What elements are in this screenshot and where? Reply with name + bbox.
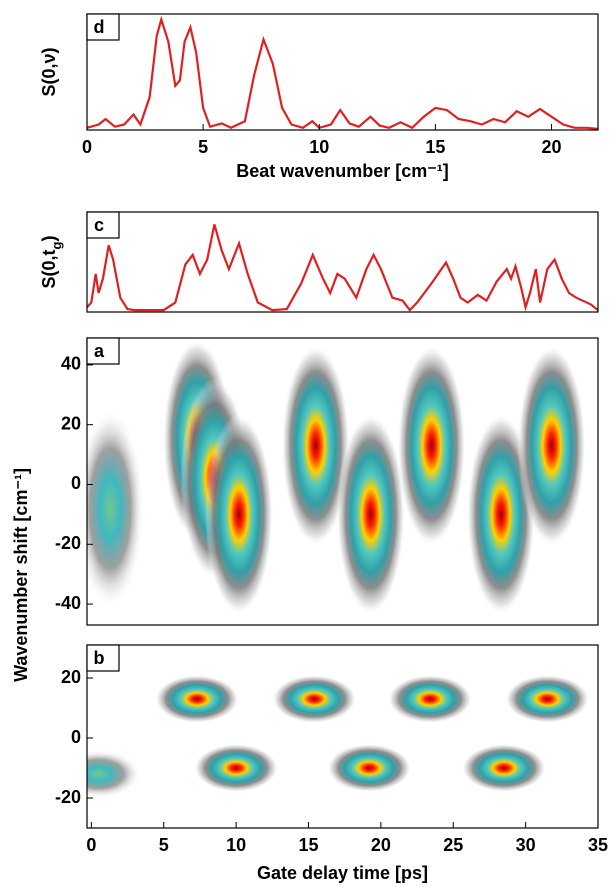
y-axis-label-part: g xyxy=(49,241,64,249)
y-tick-label: -20 xyxy=(55,787,81,807)
panel-label: a xyxy=(94,341,105,361)
heat-blob xyxy=(155,675,240,723)
plot-area xyxy=(87,15,598,130)
y-axis-label-part: ) xyxy=(39,236,59,242)
plot-area xyxy=(87,224,598,312)
heat-blob xyxy=(281,345,350,546)
x-tick-label: 35 xyxy=(588,835,608,855)
y-tick-label: 0 xyxy=(71,727,81,747)
x-axis-label: Gate delay time [ps] xyxy=(257,863,428,883)
panel-label: d xyxy=(94,17,105,37)
heat-blob xyxy=(204,414,273,615)
panel-label: c xyxy=(94,215,104,235)
heat-blob xyxy=(467,414,536,615)
heat-blob xyxy=(505,675,590,723)
panel-label-box xyxy=(86,211,120,239)
y-tick-label: 20 xyxy=(61,413,81,433)
panel-label-box xyxy=(86,13,120,41)
y-tick-label: 20 xyxy=(61,667,81,687)
x-tick-label: 15 xyxy=(425,137,445,157)
heat-blob xyxy=(336,414,405,615)
x-tick-label: 0 xyxy=(82,137,92,157)
x-tick-label: 15 xyxy=(298,835,318,855)
y-tick-label: -40 xyxy=(55,593,81,613)
y-tick-label: -20 xyxy=(55,533,81,553)
panel-label-box xyxy=(86,644,120,672)
data-line xyxy=(87,224,598,312)
heat-blob xyxy=(87,408,145,609)
x-tick-label: 25 xyxy=(443,835,463,855)
y-axis-label: S(0,tg) xyxy=(39,236,64,289)
x-axis-label: Beat wavenumber [cm⁻¹] xyxy=(236,161,449,181)
x-tick-label: 20 xyxy=(371,835,391,855)
heat-blob xyxy=(461,744,546,792)
x-tick-label: 30 xyxy=(516,835,536,855)
x-tick-label: 10 xyxy=(309,137,329,157)
x-tick-label: 20 xyxy=(542,137,562,157)
x-tick-label: 5 xyxy=(198,137,208,157)
heat-blob xyxy=(397,345,466,546)
y-tick-label: 0 xyxy=(71,473,81,493)
x-tick-label: 0 xyxy=(86,835,96,855)
frame xyxy=(86,211,599,313)
frame xyxy=(86,337,599,626)
y-axis-label: Wavenumber shift [cm⁻¹] xyxy=(11,468,31,682)
panel-label: b xyxy=(94,648,105,668)
y-tick-label: 40 xyxy=(61,354,81,374)
heat-blob xyxy=(388,675,473,723)
heat-blob xyxy=(272,675,357,723)
frame xyxy=(86,13,599,131)
plot-area xyxy=(87,675,590,798)
y-axis-label-part: S(0,t xyxy=(39,249,59,288)
heat-blob xyxy=(517,345,586,546)
x-tick-label: 5 xyxy=(159,835,169,855)
heat-blob xyxy=(327,744,412,792)
x-tick-label: 10 xyxy=(226,835,246,855)
y-axis-label: S(0,ν) xyxy=(39,47,59,96)
data-line xyxy=(87,15,598,130)
heat-blob xyxy=(194,744,279,792)
panel-label-box xyxy=(86,337,120,365)
plot-area xyxy=(87,339,586,615)
heat-blob xyxy=(87,750,141,798)
frame xyxy=(86,644,599,829)
